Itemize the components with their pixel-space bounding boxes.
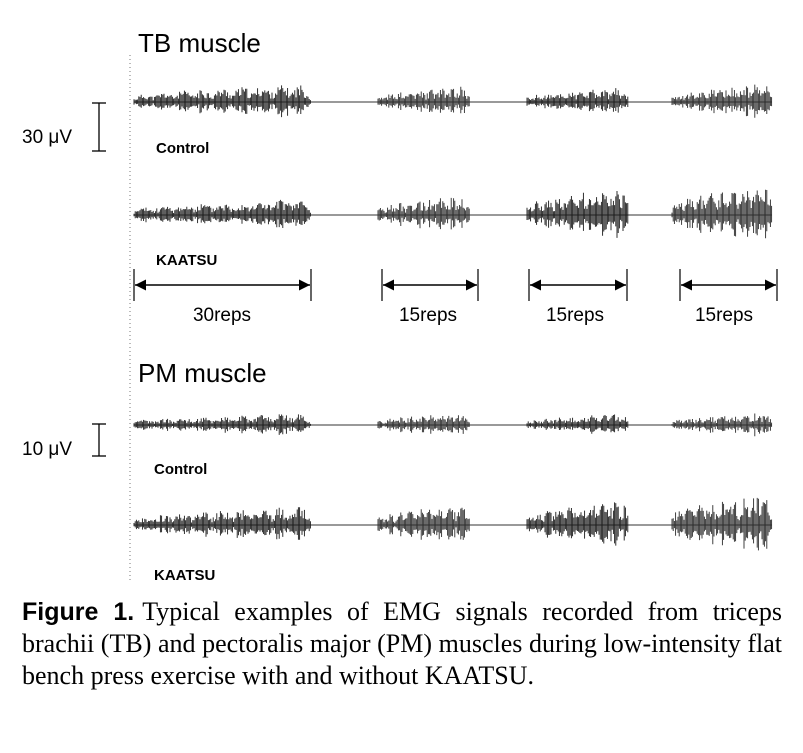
rep-period-2 [381,269,479,301]
scale-bar-pm [92,423,106,457]
trace-label-tb-control: Control [156,140,209,157]
scale-label-pm: 10 μV [22,439,72,460]
emg-burst-pm-kaatsu-2 [377,507,470,540]
emg-burst-pm-kaatsu-3 [526,502,629,546]
panel-title-pm: PM muscle [138,358,267,388]
emg-burst-tb-kaatsu-1 [133,199,311,228]
rep-period-label-2: 15reps [399,305,457,326]
rep-period-label-3: 15reps [546,305,604,326]
emg-burst-pm-control-2 [377,415,470,434]
rep-period-4 [679,269,778,301]
scale-bar-tb [92,102,106,152]
emg-trace-tb-control [133,84,773,118]
caption-label: Figure 1. [22,598,135,626]
trace-label-tb-kaatsu: KAATSU [156,252,217,269]
trace-label-pm-kaatsu: KAATSU [154,567,215,584]
emg-burst-tb-kaatsu-2 [377,197,470,230]
figure-caption: Figure 1. Typical examples of EMG signals… [22,596,782,692]
emg-trace-pm-control [133,413,773,437]
trace-label-pm-control: Control [154,461,207,478]
rep-period-1 [133,269,312,301]
emg-burst-tb-kaatsu-4 [671,189,773,239]
rep-period-3 [528,269,628,301]
emg-trace-pm-kaatsu [133,497,773,551]
caption-text: Typical examples of EMG signals recorded… [22,597,783,690]
emg-burst-pm-control-4 [671,413,773,437]
panel-title-tb: TB muscle [138,28,261,58]
emg-burst-tb-control-1 [133,85,311,118]
emg-figure: TB muscle 30 μV Control KAATSU 30reps 15… [22,28,778,584]
rep-period-label-4: 15reps [695,305,753,326]
emg-burst-tb-control-4 [671,84,773,118]
rep-period-label-1: 30reps [193,305,251,326]
emg-burst-pm-kaatsu-1 [133,507,311,540]
emg-trace-tb-kaatsu [133,189,773,239]
emg-burst-tb-control-2 [377,86,470,114]
scale-label-tb: 30 μV [22,127,72,148]
emg-burst-tb-kaatsu-3 [526,191,629,238]
emg-burst-pm-control-1 [133,414,311,435]
emg-burst-pm-control-3 [526,414,629,434]
emg-burst-pm-kaatsu-4 [671,497,773,551]
emg-burst-tb-control-3 [526,88,629,113]
